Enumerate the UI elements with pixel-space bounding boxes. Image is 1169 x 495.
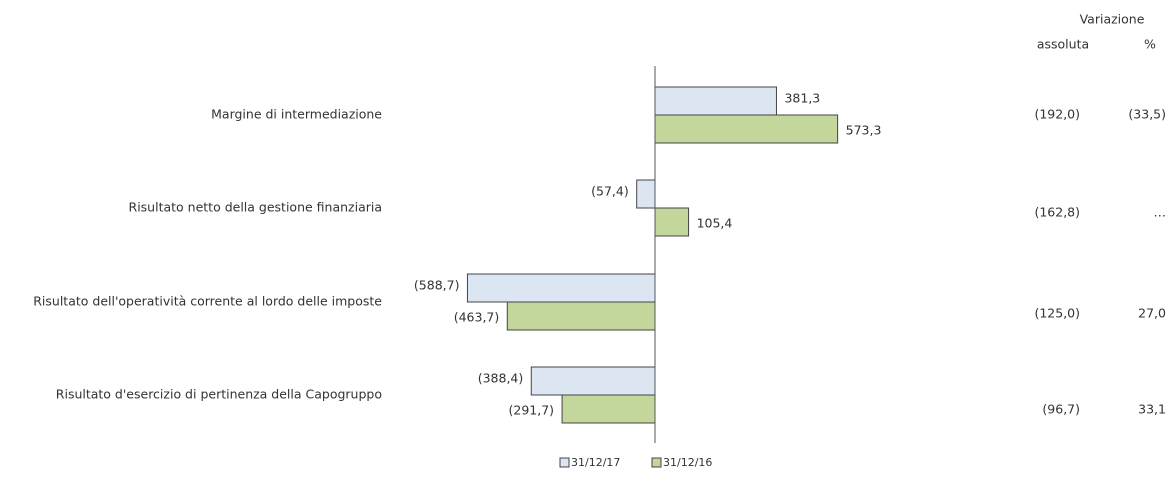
value-label: (463,7) (454, 310, 500, 325)
bar (561, 394, 656, 424)
category-label: Risultato d'esercizio di pertinenza dell… (56, 387, 382, 402)
table-cell: (125,0) (1034, 306, 1080, 321)
value-label: 381,3 (784, 91, 820, 106)
value-label: 105,4 (697, 216, 733, 231)
category-label: Risultato dell'operatività corrente al l… (33, 294, 382, 309)
category-label: Risultato netto della gestione finanziar… (129, 200, 382, 215)
column-header: % (1144, 37, 1156, 52)
legend-swatch (651, 457, 662, 468)
value-label: (388,4) (478, 371, 524, 386)
bar (654, 86, 777, 116)
value-label: 573,3 (846, 123, 882, 138)
legend-label: 31/12/17 (571, 456, 620, 469)
table-cell: … (1154, 205, 1167, 220)
table-cell: (96,7) (1042, 402, 1080, 417)
column-header: assoluta (1037, 37, 1089, 52)
value-label: (291,7) (509, 403, 555, 418)
bar (636, 179, 656, 209)
table-cell: 33,1 (1138, 402, 1166, 417)
bar (466, 273, 656, 303)
bar (506, 301, 656, 331)
table-header: Variazione (1080, 12, 1145, 27)
value-label: (57,4) (591, 184, 629, 199)
table-cell: (192,0) (1034, 107, 1080, 122)
value-label: (588,7) (414, 278, 460, 293)
bar (530, 366, 656, 396)
legend-label: 31/12/16 (663, 456, 712, 469)
bar (654, 114, 839, 144)
category-label: Margine di intermediazione (211, 107, 382, 122)
table-cell: (33,5) (1128, 107, 1166, 122)
legend-swatch (559, 457, 570, 468)
table-cell: (162,8) (1034, 205, 1080, 220)
table-cell: 27,0 (1138, 306, 1166, 321)
bar (654, 207, 690, 237)
